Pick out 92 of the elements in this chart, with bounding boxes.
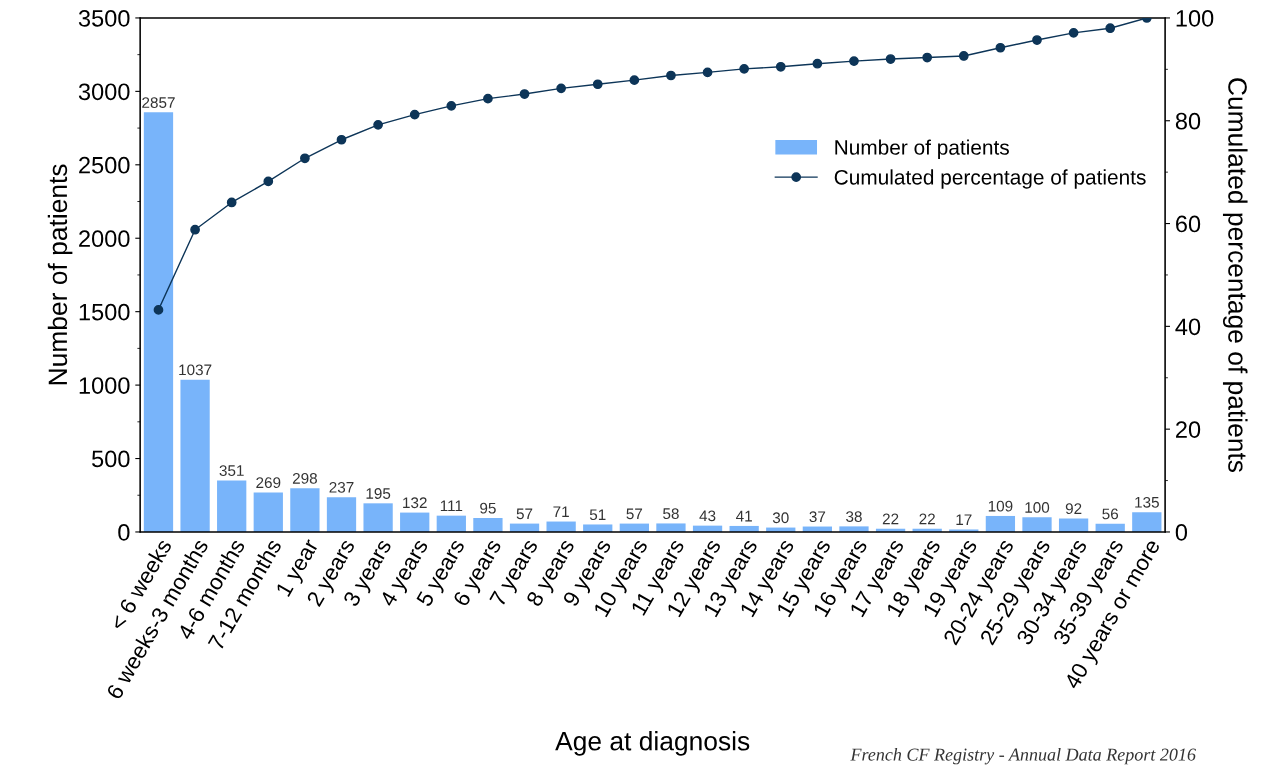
data-label: 269	[256, 477, 281, 489]
y-tick-label: 3500	[78, 10, 130, 27]
bar	[253, 492, 283, 532]
data-label: 132	[403, 497, 427, 509]
point	[300, 153, 310, 164]
bar	[1058, 518, 1089, 532]
y2-tick-label: 20	[1176, 421, 1201, 438]
text: French CF Registry - Annual Data Report 2016	[850, 747, 1196, 765]
y-tick-label: 0	[118, 524, 130, 541]
data-label: 298	[292, 472, 317, 484]
data-label: 71	[553, 506, 569, 517]
data-label: 37	[809, 511, 826, 523]
y-tick-label: 500	[92, 450, 130, 468]
point	[775, 61, 786, 72]
legend-label: Number of patients	[835, 139, 1009, 159]
data-label: 22	[919, 513, 935, 525]
point	[1032, 35, 1042, 45]
y-tick-label: 1000	[79, 377, 130, 394]
bar	[583, 524, 613, 532]
x-axis-title: Age at diagnosis	[555, 731, 750, 756]
point	[702, 67, 713, 78]
bar	[839, 526, 869, 532]
point	[373, 119, 383, 130]
y-axis-title: Number of patients	[47, 164, 73, 385]
data-label: 22	[882, 513, 899, 525]
bar	[436, 515, 466, 532]
bar	[473, 518, 503, 532]
data-label: 57	[516, 508, 533, 520]
point	[483, 93, 493, 104]
data-label: 351	[219, 465, 244, 476]
y2-axis-title: Cumulated percentage of patients	[1222, 78, 1248, 473]
data-label: 195	[366, 488, 391, 499]
point	[1068, 27, 1079, 38]
data-label: 41	[736, 510, 752, 522]
y-tick-label: 2500	[79, 156, 130, 174]
data-label: 58	[663, 508, 679, 520]
y2-tick-label: 40	[1175, 318, 1201, 336]
point	[446, 100, 457, 111]
y2-tick-label: 0	[1175, 524, 1188, 541]
bar	[1132, 512, 1162, 532]
data-label: 17	[956, 514, 972, 525]
data-label: 56	[1102, 508, 1119, 520]
point	[739, 63, 750, 74]
bar	[143, 112, 174, 532]
bar	[290, 488, 320, 532]
data-label: 43	[699, 510, 716, 522]
data-label: 237	[329, 481, 354, 493]
data-label: 2857	[142, 97, 175, 108]
point	[958, 51, 969, 61]
y-tick-label: 3000	[78, 83, 130, 101]
point	[519, 89, 530, 99]
data-label: 57	[626, 508, 643, 520]
data-label: 92	[1065, 503, 1082, 515]
point	[592, 79, 603, 90]
point	[226, 197, 237, 208]
bar	[326, 497, 357, 532]
y-tick-label: 2000	[79, 230, 130, 248]
bar	[985, 515, 1016, 532]
bar	[1022, 517, 1052, 532]
point	[885, 54, 896, 64]
data-label: 100	[1025, 502, 1050, 513]
data-label: 109	[988, 500, 1013, 512]
legend-label: Cumulated percentage of patients	[834, 169, 1146, 189]
bar	[400, 512, 430, 532]
bar	[180, 379, 210, 532]
point	[666, 70, 676, 81]
point	[336, 134, 347, 145]
bar	[363, 503, 393, 532]
point	[812, 58, 823, 69]
point	[190, 224, 200, 235]
point	[556, 83, 566, 94]
bar	[217, 480, 247, 532]
y2-tick-label: 100	[1176, 10, 1214, 27]
data-label: 30	[772, 512, 789, 524]
data-label: 51	[589, 509, 606, 521]
point	[1105, 23, 1116, 34]
point	[849, 56, 859, 66]
data-label: 1037	[179, 364, 212, 376]
point	[263, 176, 274, 187]
y2-tick-label: 80	[1175, 112, 1201, 130]
data-label: 38	[846, 511, 862, 522]
point	[922, 52, 933, 63]
data-label: 95	[480, 502, 496, 514]
y-tick-label: 1500	[79, 303, 130, 321]
y2-tick-label: 60	[1176, 215, 1201, 233]
data-label: 111	[440, 500, 463, 512]
point	[409, 109, 420, 120]
point	[629, 75, 640, 85]
point	[153, 305, 164, 315]
point	[995, 42, 1006, 53]
data-label: 135	[1135, 496, 1159, 508]
bar	[656, 523, 686, 532]
